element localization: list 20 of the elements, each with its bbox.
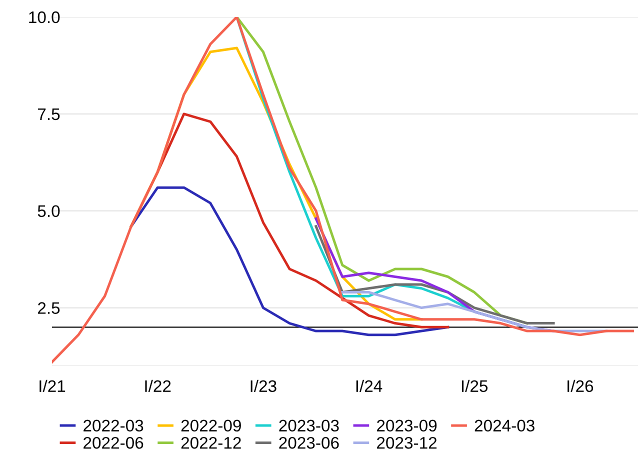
y-tick-label: 7.5	[38, 108, 60, 120]
legend-label: 2024-03	[474, 420, 534, 432]
legend-label: 2022-06	[84, 436, 144, 449]
legend-label: 2023-09	[377, 420, 437, 432]
y-tick-label: 10.0	[29, 11, 60, 24]
x-tick-label: I/21	[40, 380, 66, 392]
legend-label: 2023-06	[279, 436, 339, 449]
y-tick-label: 5.0	[38, 205, 60, 218]
x-tick-label: I/26	[568, 380, 594, 392]
x-tick-label: I/25	[462, 380, 488, 392]
legend-label: 2022-12	[181, 436, 241, 449]
y-tick-label: 2.5	[38, 302, 60, 314]
x-tick-label: I/23	[250, 380, 276, 392]
legend-label: 2023-12	[377, 436, 437, 449]
x-tick-label: I/22	[145, 380, 171, 392]
legend-label: 2022-09	[181, 420, 241, 432]
legend-label: 2022-03	[84, 420, 144, 432]
legend-label: 2023-03	[279, 420, 339, 432]
x-tick-label: I/24	[356, 380, 382, 392]
line-series	[130, 186, 450, 336]
